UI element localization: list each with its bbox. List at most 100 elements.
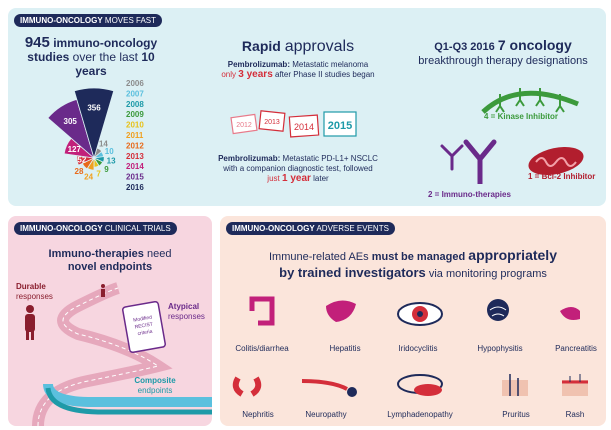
- tag-text: ADVERSE EVENTS: [316, 224, 389, 233]
- adverse-headline: Immune-related AEs must be managed appro…: [220, 248, 606, 282]
- event-label: Hypophysitis: [477, 344, 523, 353]
- trials-illustration: Modified RECIST criteria: [25, 282, 212, 426]
- composite: Composite endpoints: [120, 376, 190, 396]
- t: immuno-oncology: [53, 36, 158, 50]
- t: just: [267, 174, 280, 183]
- rose-chart: 14 2006 10 2007 13 2008 9 2009 7 2010 24 2011 28 2012…: [47, 79, 144, 192]
- t: Metastatic PD-L1+ NSCLC: [282, 154, 378, 163]
- t: Immune-related AEs: [268, 251, 369, 263]
- event-label: Rash: [565, 410, 585, 419]
- bcl2-label: 1 = Bcl-2 Inhibitor: [528, 172, 596, 181]
- t: Atypical: [168, 302, 200, 311]
- event-label: Lymphadenopathy: [387, 410, 453, 419]
- event-label: Nephritis: [242, 410, 274, 419]
- legend-year: 2011: [126, 131, 144, 140]
- legend-year: 2006: [126, 79, 144, 88]
- tag-bold: IMMUNO-ONCOLOGY: [232, 224, 315, 233]
- event-label: Pancreatitis: [555, 344, 597, 353]
- rose-value-label: 13: [107, 156, 116, 165]
- event-label: Colitis/diarrhea: [235, 344, 289, 353]
- legend-year: 2012: [126, 141, 144, 150]
- t: after Phase II studies began: [275, 70, 375, 79]
- t: by trained investigators: [279, 265, 426, 280]
- trials-headline: Immuno-therapies need novel endpoints: [8, 248, 212, 274]
- tag-text: CLINICAL TRIALS: [104, 224, 171, 233]
- legend-year: 2014: [126, 162, 144, 171]
- atypical: Atypical responses: [168, 302, 205, 322]
- t: 7 oncology: [497, 37, 572, 53]
- rose-value-label: 28: [75, 167, 84, 176]
- organ-icons: [232, 296, 588, 397]
- event-label: Hepatitis: [329, 344, 361, 353]
- rose-value-label: 24: [84, 172, 93, 181]
- t: 10: [141, 50, 155, 64]
- rose-value-label: 356: [87, 104, 101, 113]
- t: Pembrolizumab:: [227, 60, 290, 69]
- designations-title: Q1-Q3 2016 7 oncology breakthrough therap…: [403, 38, 603, 68]
- t: Q1-Q3 2016: [434, 41, 495, 53]
- rose-value-label: 52: [77, 156, 86, 165]
- t: Metastatic melanoma: [292, 60, 369, 69]
- t: Durable: [16, 282, 46, 291]
- rose-value-label: 127: [68, 145, 82, 154]
- kinase-label: 4 = Kinase Inhibitor: [484, 112, 559, 121]
- panel-fast: IMMUNO-ONCOLOGY MOVES FAST 945 immuno-on…: [8, 8, 606, 206]
- rose-value-label: 305: [64, 117, 78, 126]
- t: 1 year: [281, 173, 311, 184]
- t: only: [221, 70, 237, 79]
- rose-wedge: [92, 156, 105, 163]
- rose-wedge: [73, 87, 115, 160]
- rose-value-label: 9: [104, 165, 109, 174]
- calendar: 2013: [264, 119, 280, 126]
- clipboard-text: Modified: [133, 314, 153, 323]
- num: 945: [24, 34, 50, 51]
- calendar: 2014: [294, 122, 314, 132]
- legend-year: 2007: [126, 89, 144, 98]
- approvals-title: Rapid approvals: [198, 38, 398, 56]
- tag: IMMUNO-ONCOLOGY CLINICAL TRIALS: [14, 222, 177, 235]
- tag-bold: IMMUNO-ONCOLOGY: [20, 16, 103, 25]
- calendar: 2012: [236, 122, 252, 129]
- approval-first: Pembrolizumab: Metastatic melanoma only 3…: [198, 60, 398, 80]
- t: studies: [27, 50, 70, 64]
- t: novel endpoints: [67, 261, 153, 273]
- t: need: [146, 248, 172, 260]
- durable: Durable responses: [16, 282, 53, 302]
- t: Composite: [134, 376, 176, 385]
- t: approvals: [284, 38, 355, 55]
- immuno-label: 2 = Immuno-therapies: [428, 190, 511, 199]
- t: over the last: [72, 50, 139, 64]
- event-label: Pruritus: [502, 410, 530, 419]
- legend-year: 2010: [126, 121, 144, 130]
- t: responses: [16, 292, 53, 301]
- legend-year: 2013: [126, 152, 144, 161]
- clipboard-text: criteria: [137, 329, 153, 338]
- approval-second: Pembrolizumab: Metastatic PD-L1+ NSCLC wi…: [193, 154, 403, 184]
- legend-year: 2015: [126, 173, 144, 182]
- tag: IMMUNO-ONCOLOGY MOVES FAST: [14, 14, 163, 27]
- t: with a companion diagnostic test, follow…: [223, 164, 373, 173]
- designation-icons: [440, 88, 584, 184]
- tag: IMMUNO-ONCOLOGY ADVERSE EVENTS: [226, 222, 395, 235]
- t: Pembrolizumab:: [218, 154, 281, 163]
- rose-value-label: 14: [99, 139, 108, 148]
- panel-adverse: IMMUNO-ONCOLOGY ADVERSE EVENTS Immune-re…: [220, 216, 606, 426]
- t: endpoints: [137, 386, 173, 395]
- t: years: [75, 64, 107, 78]
- t: later: [313, 174, 329, 183]
- legend-year: 2009: [126, 110, 144, 119]
- studies-title: 945 immuno-oncology studies over the last…: [16, 34, 166, 78]
- clipboard-text: RECIST: [134, 321, 153, 330]
- event-label: Iridocyclitis: [398, 344, 438, 353]
- rose-value-label: 7: [96, 170, 101, 179]
- t: responses: [168, 312, 205, 321]
- t: 3 years: [238, 69, 273, 80]
- t: Rapid: [241, 38, 281, 54]
- rose-value-label: 10: [105, 147, 114, 156]
- t: appropriately: [468, 247, 557, 263]
- calendars: 2012 2013 2014 2015: [230, 110, 357, 138]
- t: via monitoring programs: [428, 268, 547, 280]
- event-label: Neuropathy: [305, 410, 347, 419]
- tag-bold: IMMUNO-ONCOLOGY: [20, 224, 103, 233]
